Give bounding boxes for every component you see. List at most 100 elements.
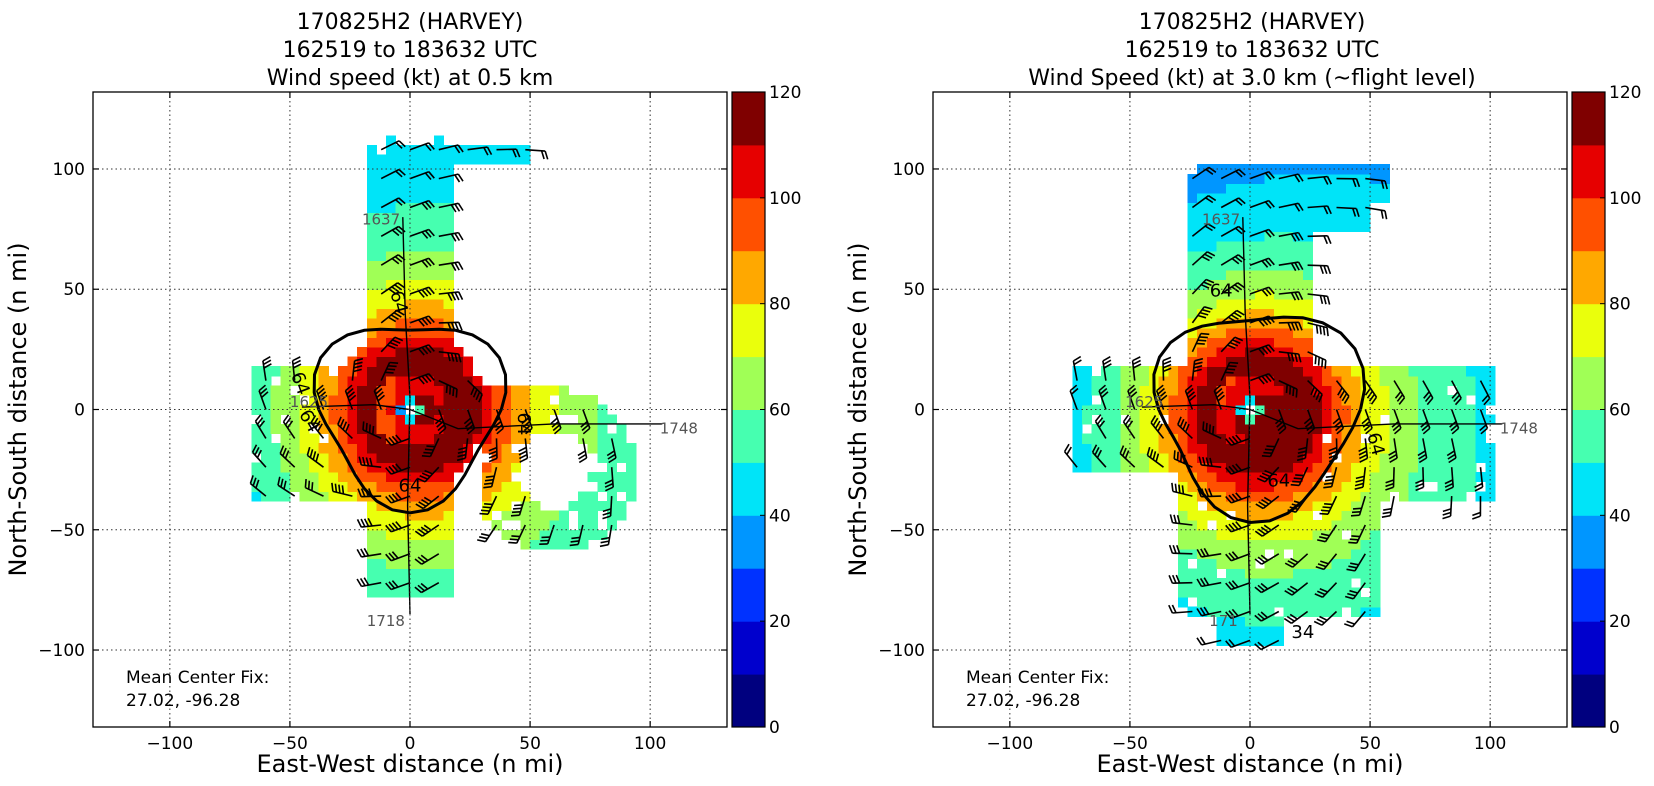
colorbar-band [1572,356,1605,410]
wind-cell [1293,231,1304,242]
wind-cell [1312,481,1323,492]
wind-barb [1344,582,1366,600]
wind-cell [1312,529,1323,540]
wind-cell [386,308,397,319]
barb-flag [1324,478,1334,482]
wind-cell [1475,443,1486,454]
barb-flag [1261,346,1269,355]
wind-cell [462,395,473,406]
wind-cell [1274,337,1285,348]
barb-flag [582,427,591,435]
wind-cell [1322,568,1333,579]
wind-cell [1398,491,1410,502]
wind-cell [1216,279,1227,290]
wind-cell [1168,443,1179,454]
right-panel-wind-3-0km: 170825H2 (HARVEY) 162519 to 183632 UTC Win… [844,10,1641,778]
wind-cell [1129,414,1141,425]
wind-cell [520,500,531,512]
ticks [93,92,727,727]
barb-flag [1370,396,1378,405]
wind-barb [1358,438,1369,463]
wind-cell [366,279,377,290]
wind-cell [1206,472,1217,483]
wind-cell [1226,568,1237,579]
wind-cell [1341,404,1352,415]
barb-flag [1261,317,1269,326]
wind-cell [289,404,301,415]
wind-cell [501,472,512,483]
x-tick-label: 100 [634,734,666,754]
wind-cell [558,385,570,396]
wind-cell [1187,375,1198,386]
wind-cell [1370,462,1381,473]
wind-cell [366,366,377,377]
wind-cell [1216,587,1227,598]
wind-cell [1206,260,1217,271]
wind-cell [414,414,425,425]
wind-cell [405,472,416,483]
wind-cell [1264,366,1275,377]
wind-cell [1245,558,1256,569]
wind-cell [1302,298,1313,310]
wind-cell [1226,481,1237,492]
barb-flag [455,389,458,398]
barb-flag [428,142,435,150]
wind-cell [472,375,483,386]
wind-cell [366,231,377,242]
barb-flag [1294,353,1298,363]
wind-cell [1331,212,1342,223]
wind-cell [1475,395,1486,406]
wind-cell [1360,366,1371,377]
wind-cell [1216,347,1227,358]
wind-cell [405,414,416,425]
barb-flag [421,455,431,458]
y-tick-label: −100 [38,641,85,661]
wind-cell [1206,433,1217,444]
wind-cell [539,414,550,425]
wind-cell [587,529,598,540]
colorbar-tick-label: 0 [1609,718,1620,738]
wind-cell [434,241,445,252]
wind-barb [1220,336,1244,353]
wind-cell [1312,472,1323,483]
wind-cell [1158,462,1169,473]
barb-flag [1323,485,1332,489]
wind-cell [443,241,454,252]
wind-cell [261,385,272,396]
barb-flag [344,423,350,433]
wind-cell [1206,231,1217,242]
wind-cell [366,568,377,579]
wind-cell [1129,375,1141,386]
wind-cell [1206,404,1217,415]
wind-cell [414,587,425,598]
wind-cell [424,347,435,358]
wind-cell [376,414,387,425]
barb-flag [311,482,314,491]
wind-cell [357,414,368,425]
wind-cell [1206,414,1217,425]
wind-cell [1216,443,1227,454]
wind-cell [1350,500,1362,512]
wind-cell [1178,587,1189,598]
wind-cell [270,462,281,473]
wind-barb [304,479,324,497]
wind-cell [1370,193,1381,204]
barb-flag [1319,512,1329,515]
barb-flag [424,374,432,383]
barb-flag [354,361,363,366]
wind-cell [1226,423,1237,435]
wind-cell [251,423,262,435]
wind-cell [1283,327,1294,338]
wind-cell [424,183,435,194]
wind-barb [1255,495,1280,510]
wind-cell [1206,241,1217,252]
barb-flag [1146,446,1151,456]
wind-cell [289,375,301,386]
wind-barb [1196,547,1222,558]
wind-cell [616,443,627,454]
wind-cell [261,395,272,406]
wind-cell [1360,529,1371,540]
barb-flag [1264,469,1273,475]
barb-flag [417,528,426,535]
barb-flag [419,475,428,480]
